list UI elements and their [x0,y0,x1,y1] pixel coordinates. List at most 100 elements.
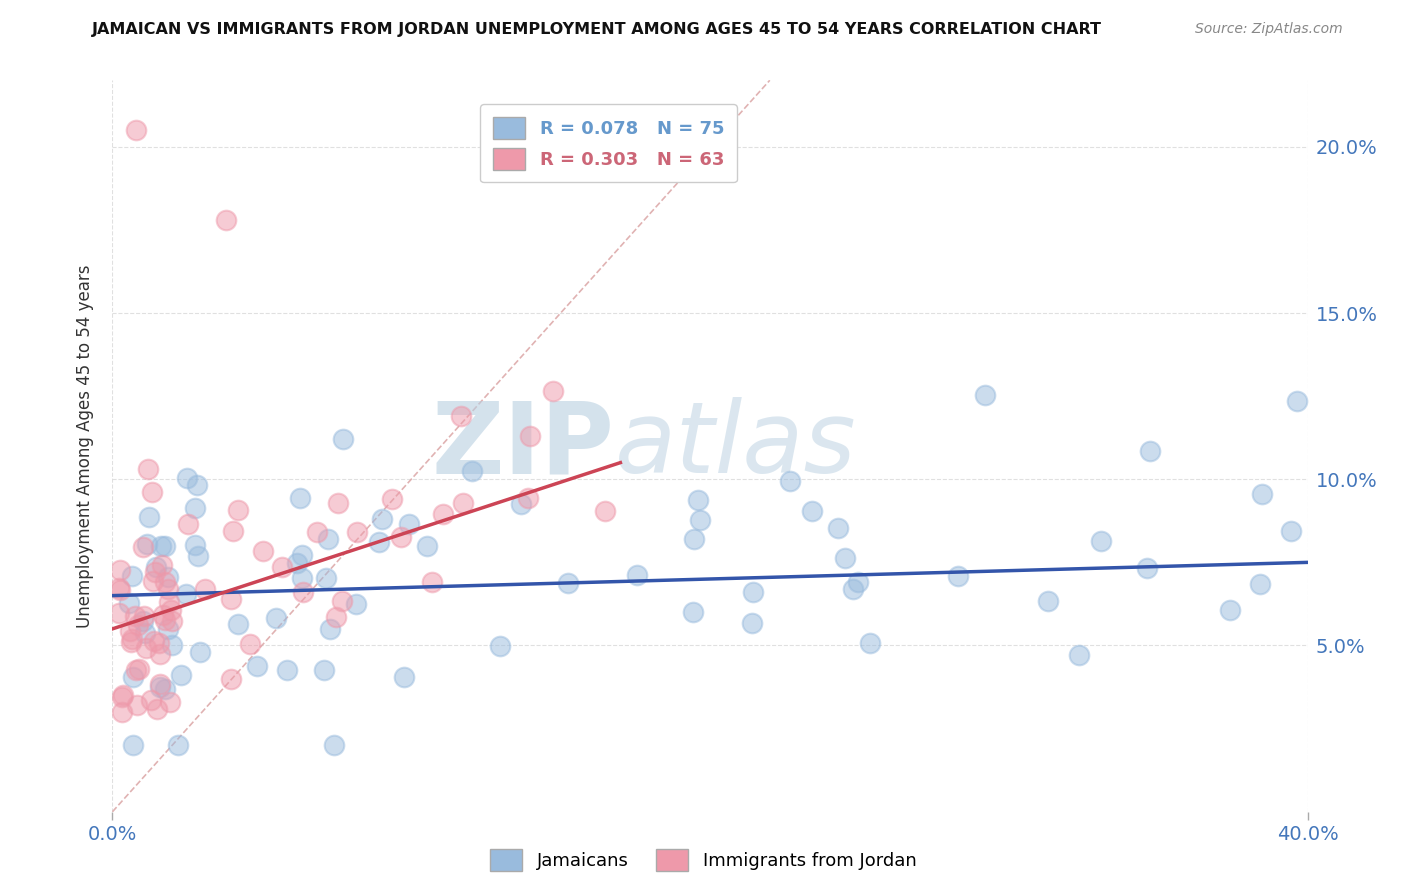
Point [120,634,142,648]
Point [432,508,454,522]
Point [170,668,193,682]
Point [127,698,149,712]
Point [124,609,146,624]
Point [461,464,484,478]
Point [177,516,200,531]
Point [132,614,155,628]
Point [371,511,394,525]
Point [153,539,176,553]
Point [132,541,155,555]
Legend: Jamaicans, Immigrants from Jordan: Jamaicans, Immigrants from Jordan [482,842,924,879]
Point [519,429,541,443]
Point [156,582,179,597]
Point [190,645,212,659]
Point [346,525,368,540]
Point [152,607,174,622]
Point [332,433,354,447]
Point [111,688,134,702]
Point [159,695,181,709]
Point [134,626,156,640]
Point [184,539,207,553]
Point [285,556,308,570]
Point [312,663,335,677]
Point [162,614,184,628]
Point [146,702,169,716]
Point [1249,577,1271,591]
Point [219,592,242,607]
Point [138,462,160,476]
Point [683,532,706,546]
Point [124,663,146,677]
Point [194,582,217,596]
Point [266,611,288,625]
Point [741,615,763,630]
Point [328,496,350,510]
Point [416,539,439,553]
Point [593,504,616,518]
Point [270,559,292,574]
Point [1139,443,1161,458]
Point [222,524,245,539]
Point [1136,561,1159,575]
Point [392,670,415,684]
Point [156,622,179,636]
Point [398,517,420,532]
Point [1279,524,1302,538]
Point [153,681,176,696]
Point [127,618,149,632]
Point [948,568,970,582]
Point [134,608,156,623]
Point [136,537,159,551]
Point [228,502,250,516]
Point [450,409,472,424]
Point [973,388,995,402]
Point [120,624,142,639]
Point [145,559,167,574]
Point [323,738,346,752]
Point [186,477,208,491]
Point [150,558,173,572]
Point [858,636,880,650]
Point [174,587,197,601]
Point [1067,648,1090,662]
Point [239,637,262,651]
Point [516,491,538,505]
Point [1251,487,1274,501]
Point [141,485,163,500]
Point [121,738,143,752]
Point [187,549,209,564]
Point [557,576,579,591]
Point [149,648,172,662]
Point [153,614,176,628]
Point [779,474,801,488]
Point [159,602,181,616]
Point [155,574,177,589]
Point [108,606,131,620]
Point [246,659,269,673]
Point [108,581,131,595]
Point [110,582,132,597]
Point [219,672,242,686]
Point [488,640,510,654]
Point [291,571,314,585]
Point [1036,593,1059,607]
Point [367,534,389,549]
Point [128,661,150,675]
Point [420,575,443,590]
Point [332,594,354,608]
Y-axis label: Unemployment Among Ages 45 to 54 years: Unemployment Among Ages 45 to 54 years [76,264,94,628]
Point [138,509,160,524]
Point [149,680,172,694]
Point [626,567,648,582]
Point [121,568,143,582]
Point [344,597,367,611]
Point [215,213,238,227]
Point [742,585,765,599]
Point [141,692,163,706]
Point [682,605,704,619]
Point [110,690,132,704]
Point [801,504,824,518]
Point [1090,534,1112,549]
Text: Source: ZipAtlas.com: Source: ZipAtlas.com [1195,22,1343,37]
Point [184,501,207,516]
